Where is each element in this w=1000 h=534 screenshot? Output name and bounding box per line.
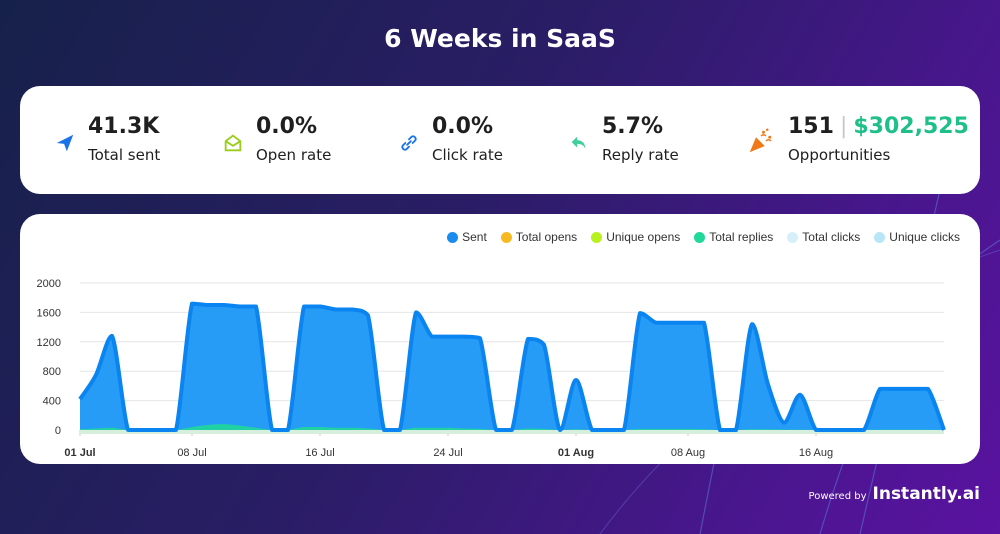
x-tick-label: 01 Aug: [558, 447, 594, 459]
opportunities-count: 151: [788, 114, 834, 139]
legend-item[interactable]: Total clicks: [787, 230, 860, 244]
stat-value: 41.3K: [88, 114, 160, 139]
page-title: 6 Weeks in SaaS: [384, 24, 616, 53]
y-tick-label: 1600: [37, 307, 61, 319]
x-tick-label: 16 Aug: [799, 447, 833, 459]
y-tick-label: 0: [55, 425, 61, 437]
legend-dot-icon: [694, 231, 706, 243]
stat-label: Open rate: [256, 146, 332, 164]
legend-label: Unique opens: [606, 230, 681, 244]
y-tick-label: 2000: [37, 278, 61, 290]
y-tick-label: 400: [43, 396, 61, 408]
legend-label: Total clicks: [802, 230, 861, 244]
powered-by-label: Powered by: [808, 491, 867, 502]
separator: |: [839, 114, 848, 139]
stat-value: 0.0%: [432, 114, 494, 139]
replies-area: [80, 424, 944, 430]
open-envelope-icon: [224, 134, 242, 152]
legend-label: Total replies: [709, 230, 774, 244]
stat-label: Opportunities: [788, 146, 891, 164]
stat-label: Click rate: [432, 146, 503, 164]
reply-arrow-icon: [571, 136, 586, 150]
stat-value: 0.0%: [256, 114, 318, 139]
y-tick-label: 800: [43, 366, 61, 378]
legend-item[interactable]: Total opens: [500, 230, 578, 244]
brand-logo[interactable]: Instantly.ai: [872, 484, 980, 504]
legend-item[interactable]: Total replies: [694, 230, 773, 244]
stat-value: 5.7%: [602, 114, 664, 139]
powered-by-footer: Powered by Instantly.ai: [809, 484, 980, 504]
legend-dot-icon: [447, 231, 459, 243]
legend-dot-icon: [787, 231, 799, 243]
paper-plane-icon: [56, 134, 74, 152]
party-popper-icon: [749, 128, 772, 153]
stat-total-sent: 41.3K Total sent: [54, 112, 160, 164]
stats-card: 41.3K Total sent 0.0% Open rate 0.0% Click …: [20, 86, 980, 194]
stat-reply-rate: 5.7% Reply rate: [568, 112, 679, 164]
legend-item[interactable]: Unique clicks: [874, 230, 960, 244]
stat-label: Total sent: [88, 146, 161, 164]
x-tick-label: 16 Jul: [305, 447, 334, 459]
opportunities-value: $302,525: [853, 114, 969, 139]
legend-item[interactable]: Sent: [447, 230, 487, 244]
legend-dot-icon: [591, 231, 603, 243]
legend-label: Unique clicks: [889, 230, 960, 244]
legend-dot-icon: [874, 231, 886, 243]
legend-dot-icon: [500, 231, 512, 243]
x-tick-label: 01 Jul: [64, 447, 95, 459]
x-tick-label: 24 Jul: [433, 447, 462, 459]
legend-label: Total opens: [515, 230, 578, 244]
link-icon: [401, 135, 417, 151]
stat-opportunities: 151 | $302,525 Opportunities: [746, 112, 969, 164]
stat-label: Reply rate: [602, 146, 679, 164]
sent-area: [80, 303, 944, 430]
legend-item[interactable]: Unique opens: [591, 230, 680, 244]
x-tick-label: 08 Aug: [671, 447, 705, 459]
y-tick-label: 1200: [37, 337, 61, 349]
chart-legend: Sent Total opens Unique opens Total replies…: [447, 230, 960, 244]
stat-open-rate: 0.0% Open rate: [222, 112, 331, 164]
stat-click-rate: 0.0% Click rate: [398, 112, 503, 164]
x-tick-label: 08 Jul: [177, 447, 206, 459]
legend-label: Sent: [462, 230, 487, 244]
